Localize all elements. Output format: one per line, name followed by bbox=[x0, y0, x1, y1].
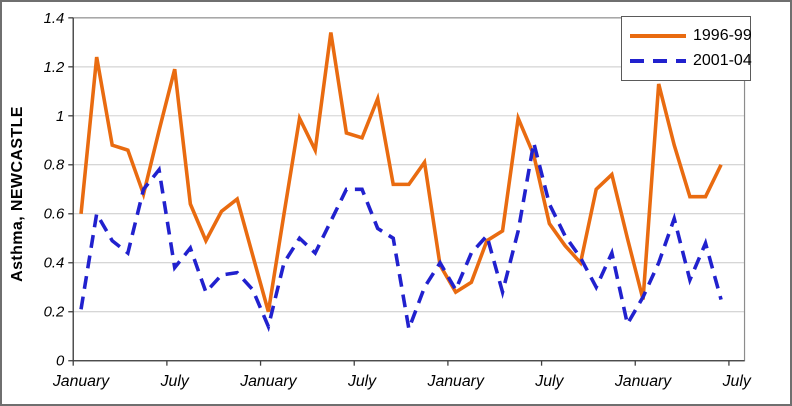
x-tick-label: July bbox=[722, 373, 752, 390]
x-tick-label: January bbox=[52, 373, 110, 390]
x-tick-label: July bbox=[347, 373, 377, 390]
x-tick-label: January bbox=[239, 373, 297, 390]
legend-item-2001-04: 2001-04 bbox=[630, 52, 752, 70]
y-tick-label: 1.2 bbox=[44, 60, 65, 76]
y-tick-label: 0.8 bbox=[44, 158, 65, 174]
legend-item-1996-99: 1996-99 bbox=[630, 27, 752, 45]
y-tick-label: 0.2 bbox=[44, 305, 65, 321]
x-tick-label: July bbox=[160, 373, 190, 390]
legend: 1996-99 2001-04 bbox=[621, 16, 752, 81]
x-tick-label: January bbox=[614, 373, 672, 390]
series-line-2001-04 bbox=[79, 142, 723, 336]
y-axis-title: Asthma, NEWCASTLE bbox=[9, 106, 26, 282]
legend-label: 1996-99 bbox=[693, 26, 752, 44]
series-line-1996-99 bbox=[79, 32, 723, 313]
y-tick-label: 1.4 bbox=[44, 11, 65, 27]
legend-line-sample-dashed bbox=[630, 59, 686, 64]
x-tick-label: July bbox=[534, 373, 564, 390]
y-tick-label: 1 bbox=[56, 109, 64, 125]
y-tick-label: 0.6 bbox=[44, 207, 65, 223]
legend-line-sample-solid bbox=[630, 33, 686, 38]
y-tick-label: 0 bbox=[56, 354, 65, 370]
x-tick-label: January bbox=[427, 373, 485, 390]
y-tick-label: 0.4 bbox=[44, 256, 65, 272]
legend-label: 2001-04 bbox=[693, 52, 752, 70]
